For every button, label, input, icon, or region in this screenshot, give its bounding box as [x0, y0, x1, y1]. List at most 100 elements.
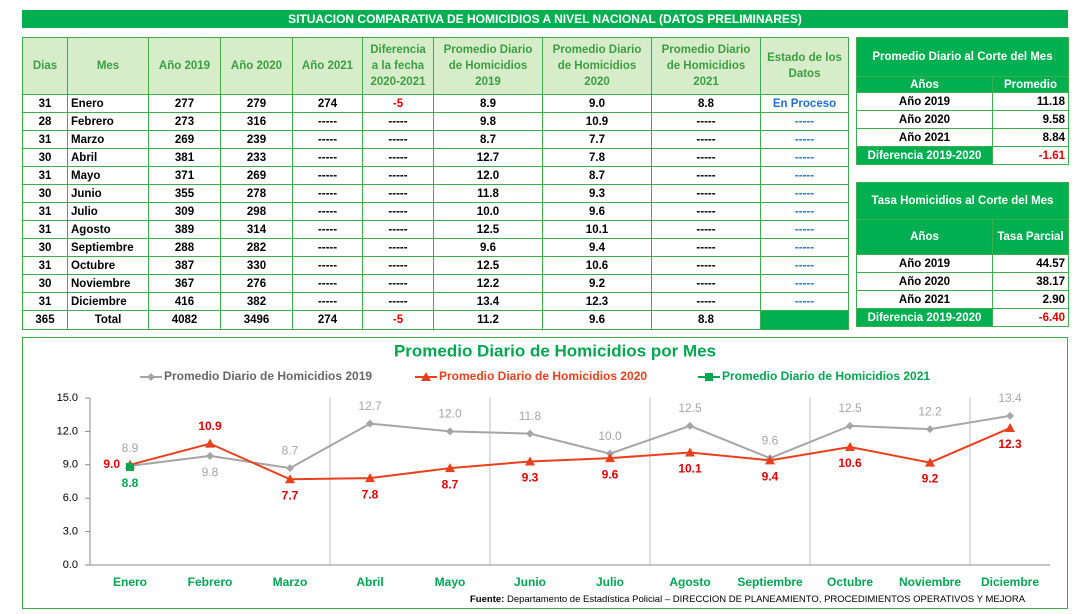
data-label: 12.0: [438, 407, 462, 421]
page-title: SITUACION COMPARATIVA DE HOMICIDIOS A NI…: [22, 10, 1068, 28]
cell: 387: [148, 256, 221, 275]
column-header: Promedio Diario de Homicidios 2021: [651, 37, 761, 95]
column-header: Estado de los Datos: [760, 37, 849, 95]
title-row: Tasa Homicidios al Corte del Mes: [856, 182, 1069, 220]
cell: 277: [148, 94, 221, 113]
cell: -----: [292, 274, 363, 293]
data-label: 12.2: [918, 404, 942, 418]
cell: 28: [22, 112, 68, 131]
cell: -----: [362, 238, 434, 257]
table-row: Año 2020 38.17: [856, 272, 1069, 291]
point: [926, 425, 934, 434]
cell: -----: [362, 256, 434, 275]
cell: -----: [292, 148, 363, 167]
label-cell: Año 2019: [856, 92, 993, 111]
cell: 9.6: [542, 202, 652, 221]
value-cell: 9.58: [992, 110, 1069, 129]
y-tick-label: 6.0: [63, 492, 78, 504]
chart-frame: [22, 337, 1068, 609]
table-row: Año 2019 44.57: [856, 254, 1069, 273]
point: [526, 429, 534, 438]
cell: -----: [362, 148, 434, 167]
label-cell: Diferencia 2019-2020: [856, 308, 993, 327]
point: [147, 373, 155, 381]
cell: 30: [22, 184, 68, 203]
cell: 31: [22, 256, 68, 275]
cell: 314: [220, 220, 293, 239]
table-row: Diferencia 2019-2020 -1.61: [856, 146, 1069, 165]
table-row: 28 Febrero 273 316 ----- ----- 9.8 10.9 ----- ---…: [22, 112, 849, 131]
data-label: 10.1: [678, 462, 702, 476]
x-tick-label: Marzo: [273, 575, 308, 589]
cell: Abril: [67, 148, 149, 167]
table-row: 30 Junio 355 278 ----- ----- 11.8 9.3 ----- -----: [22, 184, 849, 203]
data-label: 8.7: [282, 443, 299, 457]
cell: -----: [651, 256, 761, 275]
cell: 9.3: [542, 184, 652, 203]
cell: 298: [220, 202, 293, 221]
cell: 31: [22, 202, 68, 221]
total-cell: -5: [362, 310, 434, 330]
x-tick-label: Agosto: [669, 575, 710, 589]
x-tick-label: Septiembre: [737, 575, 803, 589]
cell: 31: [22, 292, 68, 311]
header-row: Años Tasa Parcial: [856, 219, 1069, 255]
cell: Julio: [67, 202, 149, 221]
cell: 9.2: [542, 274, 652, 293]
title-row: Promedio Diario al Corte del Mes: [856, 37, 1069, 77]
data-label: 9.3: [522, 471, 539, 485]
cell: Mayo: [67, 166, 149, 185]
cell: 12.2: [433, 274, 543, 293]
cell: 7.7: [542, 130, 652, 149]
cell: 355: [148, 184, 221, 203]
cell: -----: [292, 256, 363, 275]
table-row: 31 Agosto 389 314 ----- ----- 12.5 10.1 ----- ---…: [22, 220, 849, 239]
column-header: Tasa Parcial: [992, 219, 1069, 255]
point: [421, 372, 431, 381]
y-tick-label: 12.0: [57, 425, 78, 437]
total-cell: 3496: [220, 310, 293, 330]
cell: -----: [760, 274, 849, 293]
label-cell: Año 2019: [856, 254, 993, 273]
data-label: 9.8: [202, 465, 219, 479]
cell: 9.6: [433, 238, 543, 257]
label-cell: Año 2021: [856, 128, 993, 147]
point: [445, 463, 455, 473]
table-row: 31 Diciembre 416 382 ----- ----- 13.4 12.3 -----…: [22, 292, 849, 311]
chart-title: Promedio Diario de Homicidios por Mes: [394, 341, 716, 360]
total-cell: 11.2: [433, 310, 543, 330]
label-cell: Año 2021: [856, 290, 993, 309]
point: [845, 441, 855, 451]
point: [206, 451, 214, 460]
cell: -----: [760, 238, 849, 257]
data-label: 9.6: [602, 467, 619, 481]
point: [686, 421, 694, 430]
data-label: 11.8: [519, 409, 542, 423]
header-row: Años Promedio: [856, 76, 1069, 93]
value-cell: -1.61: [992, 146, 1069, 165]
y-tick-label: 3.0: [63, 526, 78, 538]
x-tick-label: Diciembre: [981, 575, 1039, 589]
cell: -----: [362, 220, 434, 239]
cell: -----: [651, 148, 761, 167]
column-header: Promedio Diario de Homicidios 2020: [542, 37, 652, 95]
label-cell: Año 2020: [856, 272, 993, 291]
rate-table: Tasa Homicidios al Corte del Mes Años Tasa…: [856, 182, 1069, 327]
cell: -----: [760, 220, 849, 239]
point: [605, 453, 615, 463]
cell: -----: [292, 166, 363, 185]
data-label: 10.6: [838, 456, 862, 470]
point: [765, 455, 775, 465]
cell: 8.8: [651, 94, 761, 113]
cell: 12.7: [433, 148, 543, 167]
table-row: 30 Septiembre 288 282 ----- ----- 9.6 9.4 ----- -…: [22, 238, 849, 257]
cell: -----: [362, 292, 434, 311]
cell: 389: [148, 220, 221, 239]
total-cell: 365: [22, 310, 68, 330]
daily-average-table: Promedio Diario al Corte del Mes Años Prom…: [856, 37, 1069, 165]
cell: -----: [760, 148, 849, 167]
cell: 274: [292, 94, 363, 113]
y-tick-label: 9.0: [63, 459, 78, 471]
